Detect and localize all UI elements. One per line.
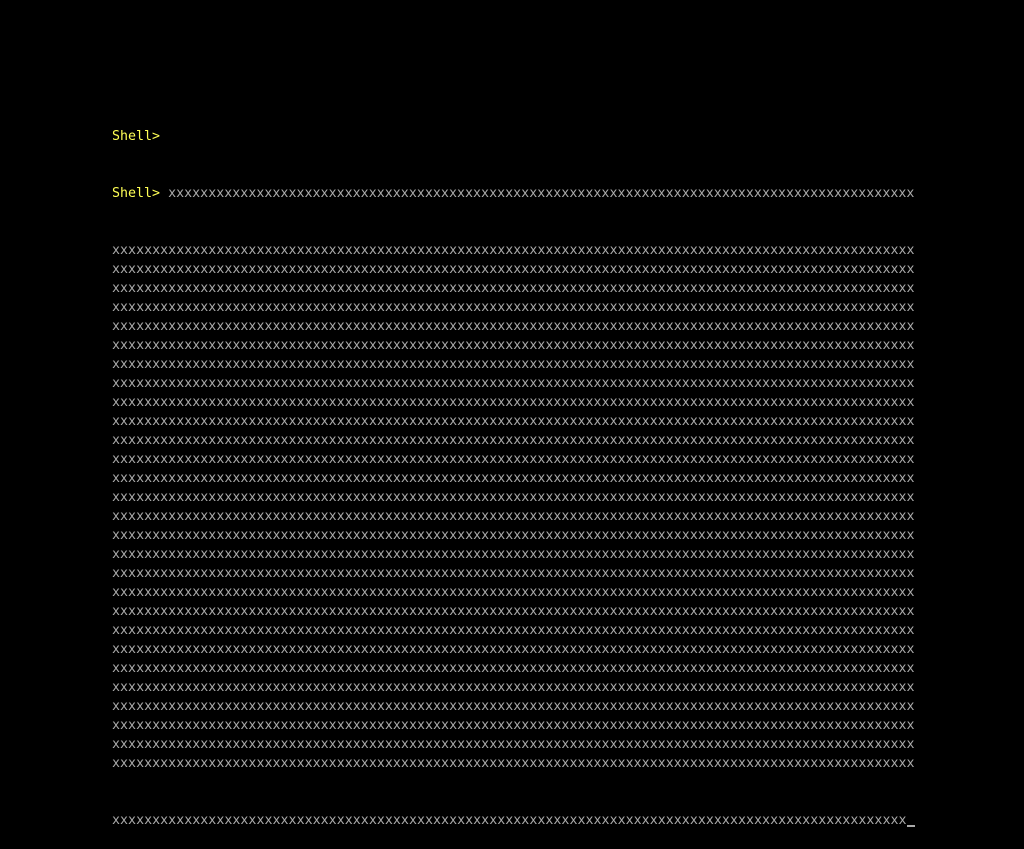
command-input-text: xxxxxxxxxxxxxxxxxxxxxxxxxxxxxxxxxxxxxxxx…	[112, 243, 915, 258]
console-line: xxxxxxxxxxxxxxxxxxxxxxxxxxxxxxxxxxxxxxxx…	[112, 412, 915, 431]
command-input-text: xxxxxxxxxxxxxxxxxxxxxxxxxxxxxxxxxxxxxxxx…	[112, 680, 915, 695]
shell-prompt: Shell>	[112, 186, 161, 201]
command-input-text: xxxxxxxxxxxxxxxxxxxxxxxxxxxxxxxxxxxxxxxx…	[112, 528, 915, 543]
console-line: xxxxxxxxxxxxxxxxxxxxxxxxxxxxxxxxxxxxxxxx…	[112, 716, 915, 735]
console-line: xxxxxxxxxxxxxxxxxxxxxxxxxxxxxxxxxxxxxxxx…	[112, 431, 915, 450]
console-line: xxxxxxxxxxxxxxxxxxxxxxxxxxxxxxxxxxxxxxxx…	[112, 469, 915, 488]
text-cursor	[906, 825, 915, 827]
command-input-text: xxxxxxxxxxxxxxxxxxxxxxxxxxxxxxxxxxxxxxxx…	[112, 699, 915, 714]
command-input-text: xxxxxxxxxxxxxxxxxxxxxxxxxxxxxxxxxxxxxxxx…	[112, 566, 915, 581]
command-input-text: xxxxxxxxxxxxxxxxxxxxxxxxxxxxxxxxxxxxxxxx…	[112, 338, 915, 353]
command-input-text: xxxxxxxxxxxxxxxxxxxxxxxxxxxxxxxxxxxxxxxx…	[112, 756, 915, 771]
console-line: xxxxxxxxxxxxxxxxxxxxxxxxxxxxxxxxxxxxxxxx…	[112, 659, 915, 678]
command-input-text: xxxxxxxxxxxxxxxxxxxxxxxxxxxxxxxxxxxxxxxx…	[112, 604, 915, 619]
console-line: xxxxxxxxxxxxxxxxxxxxxxxxxxxxxxxxxxxxxxxx…	[112, 374, 915, 393]
command-input-text: xxxxxxxxxxxxxxxxxxxxxxxxxxxxxxxxxxxxxxxx…	[112, 395, 915, 410]
console-line: xxxxxxxxxxxxxxxxxxxxxxxxxxxxxxxxxxxxxxxx…	[112, 811, 915, 830]
console-line: xxxxxxxxxxxxxxxxxxxxxxxxxxxxxxxxxxxxxxxx…	[112, 507, 915, 526]
console-line: xxxxxxxxxxxxxxxxxxxxxxxxxxxxxxxxxxxxxxxx…	[112, 336, 915, 355]
console-line: xxxxxxxxxxxxxxxxxxxxxxxxxxxxxxxxxxxxxxxx…	[112, 678, 915, 697]
command-input-text: xxxxxxxxxxxxxxxxxxxxxxxxxxxxxxxxxxxxxxxx…	[112, 718, 915, 733]
console-line: Shell> xxxxxxxxxxxxxxxxxxxxxxxxxxxxxxxxx…	[112, 184, 915, 203]
command-input-text: xxxxxxxxxxxxxxxxxxxxxxxxxxxxxxxxxxxxxxxx…	[112, 452, 915, 467]
console-line: Shell>	[112, 127, 915, 146]
console-line: xxxxxxxxxxxxxxxxxxxxxxxxxxxxxxxxxxxxxxxx…	[112, 621, 915, 640]
console-line: xxxxxxxxxxxxxxxxxxxxxxxxxxxxxxxxxxxxxxxx…	[112, 602, 915, 621]
console-line: xxxxxxxxxxxxxxxxxxxxxxxxxxxxxxxxxxxxxxxx…	[112, 583, 915, 602]
command-input-text: xxxxxxxxxxxxxxxxxxxxxxxxxxxxxxxxxxxxxxxx…	[112, 319, 915, 334]
command-input-text: xxxxxxxxxxxxxxxxxxxxxxxxxxxxxxxxxxxxxxxx…	[112, 585, 915, 600]
command-input-text: xxxxxxxxxxxxxxxxxxxxxxxxxxxxxxxxxxxxxxxx…	[112, 414, 915, 429]
console-line: xxxxxxxxxxxxxxxxxxxxxxxxxxxxxxxxxxxxxxxx…	[112, 640, 915, 659]
command-input-text: xxxxxxxxxxxxxxxxxxxxxxxxxxxxxxxxxxxxxxxx…	[168, 186, 915, 201]
command-input-text: xxxxxxxxxxxxxxxxxxxxxxxxxxxxxxxxxxxxxxxx…	[112, 281, 915, 296]
command-input-text: xxxxxxxxxxxxxxxxxxxxxxxxxxxxxxxxxxxxxxxx…	[112, 509, 915, 524]
console-line: xxxxxxxxxxxxxxxxxxxxxxxxxxxxxxxxxxxxxxxx…	[112, 545, 915, 564]
command-input-text: xxxxxxxxxxxxxxxxxxxxxxxxxxxxxxxxxxxxxxxx…	[112, 737, 915, 752]
command-input-text: xxxxxxxxxxxxxxxxxxxxxxxxxxxxxxxxxxxxxxxx…	[112, 471, 915, 486]
shell-console[interactable]: Shell> Shell> xxxxxxxxxxxxxxxxxxxxxxxxxx…	[112, 89, 915, 849]
command-input-text: xxxxxxxxxxxxxxxxxxxxxxxxxxxxxxxxxxxxxxxx…	[112, 623, 915, 638]
console-line: xxxxxxxxxxxxxxxxxxxxxxxxxxxxxxxxxxxxxxxx…	[112, 488, 915, 507]
command-input-text: xxxxxxxxxxxxxxxxxxxxxxxxxxxxxxxxxxxxxxxx…	[112, 490, 915, 505]
console-line: xxxxxxxxxxxxxxxxxxxxxxxxxxxxxxxxxxxxxxxx…	[112, 697, 915, 716]
command-input-text: xxxxxxxxxxxxxxxxxxxxxxxxxxxxxxxxxxxxxxxx…	[112, 547, 915, 562]
console-line: xxxxxxxxxxxxxxxxxxxxxxxxxxxxxxxxxxxxxxxx…	[112, 279, 915, 298]
command-input-text: xxxxxxxxxxxxxxxxxxxxxxxxxxxxxxxxxxxxxxxx…	[112, 300, 915, 315]
console-line: xxxxxxxxxxxxxxxxxxxxxxxxxxxxxxxxxxxxxxxx…	[112, 754, 915, 773]
console-line: xxxxxxxxxxxxxxxxxxxxxxxxxxxxxxxxxxxxxxxx…	[112, 298, 915, 317]
shell-prompt: Shell>	[112, 129, 161, 144]
console-line: xxxxxxxxxxxxxxxxxxxxxxxxxxxxxxxxxxxxxxxx…	[112, 450, 915, 469]
console-line: xxxxxxxxxxxxxxxxxxxxxxxxxxxxxxxxxxxxxxxx…	[112, 317, 915, 336]
command-input-text: xxxxxxxxxxxxxxxxxxxxxxxxxxxxxxxxxxxxxxxx…	[112, 661, 915, 676]
console-line: xxxxxxxxxxxxxxxxxxxxxxxxxxxxxxxxxxxxxxxx…	[112, 526, 915, 545]
command-input-text: xxxxxxxxxxxxxxxxxxxxxxxxxxxxxxxxxxxxxxxx…	[112, 357, 915, 372]
console-line: xxxxxxxxxxxxxxxxxxxxxxxxxxxxxxxxxxxxxxxx…	[112, 260, 915, 279]
console-line: xxxxxxxxxxxxxxxxxxxxxxxxxxxxxxxxxxxxxxxx…	[112, 735, 915, 754]
console-line: xxxxxxxxxxxxxxxxxxxxxxxxxxxxxxxxxxxxxxxx…	[112, 241, 915, 260]
wrapped-input-lines: xxxxxxxxxxxxxxxxxxxxxxxxxxxxxxxxxxxxxxxx…	[112, 241, 915, 773]
command-input-text: xxxxxxxxxxxxxxxxxxxxxxxxxxxxxxxxxxxxxxxx…	[112, 433, 915, 448]
command-input-text: xxxxxxxxxxxxxxxxxxxxxxxxxxxxxxxxxxxxxxxx…	[112, 262, 915, 277]
command-input-text: xxxxxxxxxxxxxxxxxxxxxxxxxxxxxxxxxxxxxxxx…	[112, 376, 915, 391]
command-input-text: xxxxxxxxxxxxxxxxxxxxxxxxxxxxxxxxxxxxxxxx…	[112, 642, 915, 657]
console-line: xxxxxxxxxxxxxxxxxxxxxxxxxxxxxxxxxxxxxxxx…	[112, 564, 915, 583]
console-line: xxxxxxxxxxxxxxxxxxxxxxxxxxxxxxxxxxxxxxxx…	[112, 393, 915, 412]
console-line: xxxxxxxxxxxxxxxxxxxxxxxxxxxxxxxxxxxxxxxx…	[112, 355, 915, 374]
command-input-text: xxxxxxxxxxxxxxxxxxxxxxxxxxxxxxxxxxxxxxxx…	[112, 813, 907, 828]
